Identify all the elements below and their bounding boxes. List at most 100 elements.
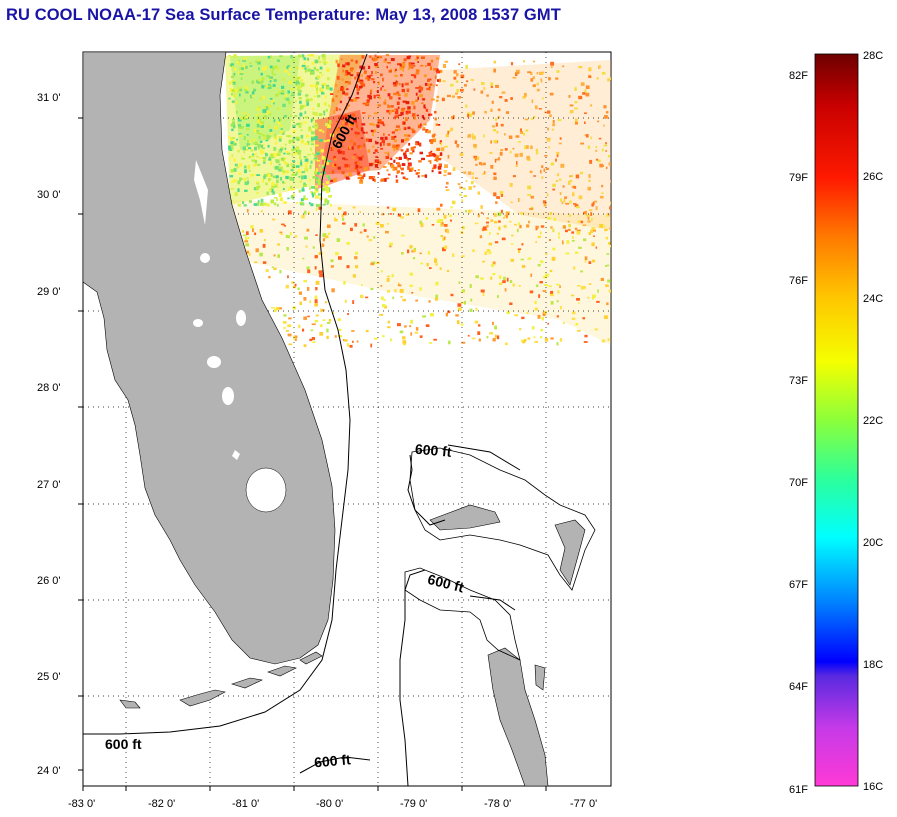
sst-pixel [313,95,316,98]
lake-okeechobee [245,467,287,513]
sst-pixel [361,175,364,180]
sst-pixel [395,146,399,150]
sst-pixel [402,336,406,340]
sst-pixel [389,109,392,114]
sst-pixel [406,148,409,152]
sst-pixel [236,60,240,63]
sst-pixel [258,135,261,140]
sst-pixel [255,114,259,116]
sst-pixel [418,123,422,127]
sst-pixel [400,216,404,219]
sst-pixel [361,123,366,126]
sst-pixel [412,257,416,260]
sst-pixel [337,207,342,210]
sst-pixel [254,159,258,164]
sst-pixel [353,98,358,102]
sst-pixel [231,144,234,147]
sst-pixel [344,163,348,168]
sst-pixel [270,132,273,135]
sst-pixel [247,140,249,143]
sst-pixel [232,65,234,68]
sst-pixel [320,308,323,313]
sst-pixel [268,156,271,160]
sst-pixel [402,67,404,72]
sst-pixel [313,157,317,160]
colorbar-label-c: 26C [863,171,883,183]
sst-pixel [588,232,592,235]
sst-pixel [252,228,254,233]
sst-pixel [580,142,584,145]
sst-pixel [503,216,506,219]
sst-pixel [539,231,542,235]
sst-pixel [395,175,398,178]
sst-pixel [442,237,445,241]
sst-pixel [401,163,406,166]
sst-pixel [309,164,312,169]
sst-pixel [314,266,317,270]
sst-pixel [472,249,475,253]
sst-pixel [228,145,232,150]
sst-pixel [588,179,591,182]
sst-pixel [447,310,451,314]
sst-pixel [512,76,517,79]
sst-pixel [305,134,309,138]
sst-pixel [350,127,353,131]
sst-pixel [419,151,423,155]
sst-pixel [244,88,248,92]
sst-pixel [588,67,592,72]
sst-pixel [586,134,589,138]
sst-pixel [490,108,493,112]
sst-pixel [470,209,473,212]
sst-pixel [572,236,574,239]
sst-pixel [403,58,407,62]
sst-pixel [410,167,414,171]
sst-pixel [560,198,562,202]
sst-pixel [304,116,308,119]
sst-pixel [236,166,240,169]
sst-pixel [504,99,508,102]
sst-pixel [521,243,524,246]
sst-pixel [348,145,351,150]
sst-pixel [465,104,468,108]
y-tick-label: 24 0' [37,765,61,777]
sst-pixel [282,188,285,191]
sst-pixel [425,130,428,133]
colorbar-label-f: 67F [789,579,808,591]
sst-pixel [569,104,574,107]
sst-pixel [590,136,593,140]
sst-pixel [481,82,485,86]
sst-pixel [351,146,354,150]
sst-pixel [304,111,307,114]
sst-pixel [243,136,246,140]
sst-pixel [389,68,393,71]
sst-pixel [298,125,302,128]
sst-pixel [323,140,327,143]
sst-pixel [263,136,267,140]
sst-pixel [441,222,444,225]
sst-pixel [392,168,395,171]
sst-pixel [584,210,587,215]
sst-pixel [530,195,534,199]
sst-pixel [434,111,437,114]
sst-pixel [511,234,514,237]
sst-pixel [451,95,455,98]
sst-pixel [322,57,326,61]
sst-pixel [277,204,279,207]
sst-pixel [408,163,412,167]
sst-pixel [565,252,570,255]
sst-pixel [409,245,413,249]
sst-pixel [300,159,302,163]
sst-pixel [599,223,604,228]
sst-pixel [406,88,410,93]
sst-pixel [259,119,261,123]
sst-pixel [229,175,234,178]
sst-pixel [254,153,257,156]
sst-pixel [279,124,283,127]
sst-pixel [443,224,448,227]
sst-pixel [273,102,275,105]
sst-pixel [269,77,272,82]
sst-pixel [483,87,486,90]
sst-pixel [345,62,348,65]
sst-pixel [368,176,373,180]
sst-pixel [373,129,377,133]
